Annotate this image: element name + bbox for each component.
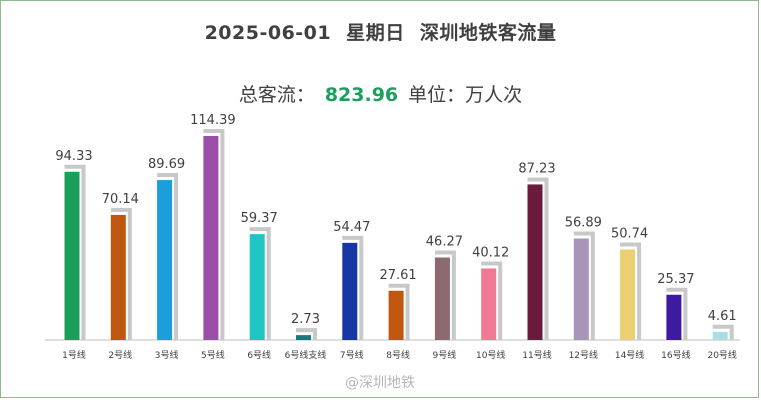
value-label: 50.74 — [611, 227, 648, 242]
bar — [296, 335, 311, 340]
bar-shadow — [620, 242, 642, 340]
category-label: 6号线支线 — [285, 349, 327, 361]
category-label: 6号线 — [247, 349, 271, 361]
value-label: 56.89 — [565, 216, 602, 231]
title-weekday: 星期日 — [346, 22, 405, 44]
bar — [203, 136, 219, 340]
bar-shadow — [110, 207, 132, 340]
bar-shadow — [434, 250, 456, 340]
category-label: 11号线 — [522, 349, 551, 361]
bar-shadow — [712, 324, 734, 340]
value-label: 40.12 — [472, 245, 509, 260]
bar — [666, 294, 682, 340]
title-name: 深圳地铁客流量 — [419, 22, 557, 44]
category-label: 16号线 — [661, 349, 690, 361]
category-label: 8号线 — [386, 349, 410, 361]
bar — [620, 249, 636, 340]
category-label: 9号线 — [433, 349, 457, 361]
bar — [573, 238, 589, 340]
category-label: 7号线 — [340, 349, 364, 361]
bar — [434, 257, 450, 340]
value-label: 25.37 — [657, 272, 694, 287]
category-label: 14号线 — [615, 349, 644, 361]
watermark: @深圳地铁 — [345, 375, 415, 391]
bar-shadow — [666, 287, 688, 340]
bar-shadow — [296, 328, 317, 340]
title-date: 2025-06-01 — [204, 22, 332, 44]
category-label: 2号线 — [108, 349, 132, 361]
value-label: 59.37 — [241, 211, 278, 226]
bar — [481, 268, 497, 340]
bar-shadow — [342, 235, 364, 340]
bar-shadow — [249, 227, 271, 340]
bar-shadow — [481, 261, 503, 340]
category-label: 10号线 — [476, 349, 505, 361]
category-label: 12号线 — [569, 349, 598, 361]
bar-shadow — [388, 283, 410, 340]
category-label: 1号线 — [62, 349, 86, 361]
value-label: 94.33 — [55, 149, 92, 164]
bar-shadow — [157, 173, 179, 340]
category-label: 3号线 — [155, 349, 179, 361]
bar — [249, 234, 265, 340]
bar — [527, 184, 543, 340]
bar-shadow — [527, 177, 549, 340]
value-label: 89.69 — [148, 157, 185, 172]
unit-label: 单位：万人次 — [408, 84, 523, 106]
value-label: 114.39 — [190, 113, 236, 128]
value-label: 54.47 — [333, 220, 370, 235]
bar-shadow — [573, 231, 595, 340]
bar — [157, 180, 173, 340]
category-label: 5号线 — [201, 349, 225, 361]
chart-title: 2025-06-01 星期日 深圳地铁客流量 — [0, 18, 761, 45]
bar — [110, 214, 126, 340]
value-label: 87.23 — [518, 161, 555, 176]
bar-shadow — [64, 164, 86, 340]
value-label: 27.61 — [379, 268, 416, 283]
bar — [64, 171, 80, 340]
chart-subtitle: 总客流： 823.96 单位：万人次 — [0, 80, 761, 107]
value-label: 70.14 — [102, 192, 139, 207]
bar — [388, 290, 404, 340]
total-label: 总客流： — [238, 84, 315, 106]
value-label: 2.73 — [291, 312, 320, 327]
value-label: 4.61 — [708, 309, 737, 324]
bar-shadow — [203, 129, 225, 340]
value-label: 46.27 — [426, 234, 463, 249]
total-value: 823.96 — [324, 84, 399, 106]
category-label: 20号线 — [707, 349, 736, 361]
bar — [712, 331, 728, 340]
bar — [342, 242, 358, 340]
